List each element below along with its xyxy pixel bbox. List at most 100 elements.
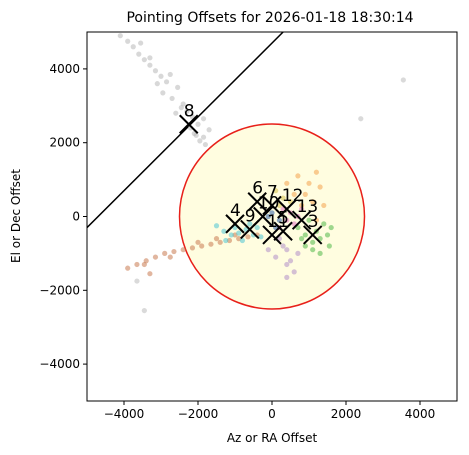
scatter-point [147, 55, 153, 61]
scatter-point [202, 141, 208, 148]
scatter-point [236, 230, 242, 236]
scatter-point [136, 51, 142, 57]
scatter-point [197, 138, 203, 144]
scatter-point [269, 210, 275, 216]
scatter-point [310, 247, 316, 253]
scatter-point [295, 173, 301, 179]
scatter-point [284, 217, 290, 223]
x-tick-label: −4000 [104, 407, 145, 421]
scatter-point [160, 90, 166, 96]
scatter-point [180, 247, 186, 253]
scatter-point [295, 250, 301, 256]
scatter-point [221, 228, 227, 234]
scatter-point [306, 180, 312, 186]
scatter-point [273, 254, 279, 260]
scatter-point [200, 134, 207, 140]
scatter-point [239, 237, 245, 244]
pointing-marker [262, 195, 282, 216]
marker-label: 4 [230, 201, 241, 221]
scatter-point [228, 232, 234, 238]
y-axis-label: El or Dec Offset [9, 169, 23, 263]
scatter-point [206, 127, 212, 133]
scatter-point [167, 254, 173, 260]
scatter-point [138, 40, 144, 46]
y-tick-label: 2000 [49, 136, 80, 150]
pointing-marker [277, 199, 297, 219]
pointing-marker [262, 225, 282, 245]
scatter-point [254, 224, 260, 231]
scatter-point [287, 258, 294, 264]
y-tick-label: 4000 [49, 62, 80, 76]
scatter-point [313, 217, 319, 223]
y-tick-label: −4000 [39, 357, 80, 371]
marker-label: 11 [267, 212, 289, 232]
scatter-point [299, 202, 305, 209]
scatter-point [195, 239, 201, 245]
scatter-point [217, 239, 223, 245]
scatter-point [130, 44, 136, 50]
scatter-point [284, 274, 290, 280]
scatter-point [162, 250, 168, 256]
scatter-point [163, 79, 170, 85]
pointing-marker [179, 114, 199, 134]
scatter-point [284, 247, 290, 253]
scatter-point [321, 221, 327, 227]
scatter-point [171, 248, 177, 255]
scatter-point [167, 71, 173, 78]
pointing-marker [273, 221, 293, 241]
scatter-point [141, 307, 147, 314]
scatter-point [125, 265, 131, 271]
pointing-marker [291, 210, 312, 230]
scatter-point [317, 184, 323, 190]
scatter-point [324, 232, 331, 238]
scatter-point [358, 116, 364, 122]
scatter-point [213, 223, 220, 229]
marker-label: 8 [184, 101, 195, 121]
scatter-point [213, 236, 220, 242]
scatter-point [273, 188, 279, 194]
scatter-point [226, 237, 233, 244]
scatter-point [306, 217, 312, 223]
scatter-point [193, 132, 199, 138]
marker-label: 3 [308, 212, 319, 232]
x-tick-label: −2000 [178, 407, 219, 421]
scatter-point [258, 234, 264, 240]
scatter-point [141, 57, 147, 63]
y-tick-label: −2000 [39, 283, 80, 297]
scatter-point [299, 236, 305, 242]
scatter-point [400, 77, 406, 83]
scatter-point [310, 239, 316, 245]
scatter-point [152, 68, 159, 74]
scatter-point [125, 38, 131, 44]
x-tick-label: 4000 [405, 407, 436, 421]
marker-label: 6 [252, 179, 263, 199]
scatter-point [147, 62, 153, 68]
marker-label: 5 [278, 208, 289, 228]
scatter-point [280, 243, 286, 249]
scatter-point [117, 33, 123, 39]
scatter-point [284, 180, 290, 186]
scatter-point [317, 250, 323, 256]
x-axis-label: Az or RA Offset [227, 431, 318, 445]
scatter-point [158, 73, 164, 79]
scatter-point [195, 121, 201, 127]
scatter-point [147, 271, 153, 277]
scatter-point [291, 269, 297, 275]
scatter-point [199, 243, 205, 249]
scatter-point [173, 110, 179, 116]
y-axis: −4000 −2000 0 2000 4000 [39, 62, 87, 371]
boundary-line [87, 32, 284, 229]
scatter-point [310, 199, 316, 205]
marker-label: 13 [297, 197, 319, 217]
scatter-point [265, 213, 271, 220]
scatter-point [328, 224, 334, 231]
scatter-point [302, 243, 308, 249]
marker-label: 10 [258, 194, 280, 214]
scatter-point [265, 247, 271, 253]
scatter-point [302, 191, 308, 197]
scatter-point [141, 261, 147, 268]
pointing-marker [225, 214, 245, 234]
scatter-point [291, 191, 297, 197]
